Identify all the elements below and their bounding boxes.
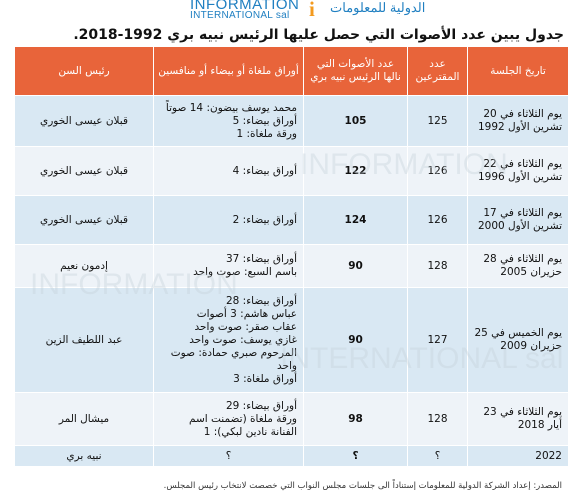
logo-arabic: الدولية للمعلومات	[330, 0, 426, 15]
cell-dean: قبلان عيسى الخوري	[14, 195, 154, 245]
cell-blank: أوراق بيضاء: 4	[153, 146, 304, 196]
cell-date: يوم الثلاثاء في 17 تشرين الأول 2000	[467, 195, 569, 245]
blank-line: أوراق بيضاء: 29	[225, 399, 297, 412]
cell-dean: قبلان عيسى الخوري	[14, 146, 154, 196]
cell-date: 2022	[467, 445, 569, 467]
cell-votes: 98	[303, 392, 408, 446]
blank-line: عقاب صقر: صوت واحد	[194, 320, 297, 333]
header-blank: أوراق ملغاة أو بيضاء أو منافسين	[153, 46, 304, 96]
cell-votes: 122	[303, 146, 408, 196]
cell-blank: أوراق بيضاء: 37 باسم السبع: صوت واحد	[153, 244, 304, 288]
cell-deputies: 126	[407, 146, 468, 196]
blank-line: أوراق ملغاة: 3	[233, 372, 297, 385]
table-title: جدول يبين عدد الأصوات التي حصل عليها الر…	[73, 27, 564, 43]
header-date: تاريخ الجلسة	[467, 46, 569, 96]
blank-line: أوراق بيضاء: 4	[232, 164, 297, 177]
cell-deputies: 127	[407, 287, 468, 393]
cell-votes: 90	[303, 287, 408, 393]
blank-line: المرحوم صبري حمادة: صوت واحد	[170, 346, 297, 372]
cell-blank: أوراق بيضاء: 28 عباس هاشم: 3 أصوات عقاب …	[153, 287, 304, 393]
table-row: يوم الخميس في 25 حزيران 2009 127 90 أورا…	[14, 287, 569, 393]
cell-dean: ميشال المر	[14, 392, 154, 446]
cell-blank: محمد يوسف بيضون: 14 صوتاً أوراق بيضاء: 5…	[153, 95, 304, 147]
table-row: يوم الثلاثاء في 28 حزيران 2005 128 90 أو…	[14, 244, 569, 288]
blank-line: أوراق بيضاء: 5	[232, 114, 297, 127]
table-row: يوم الثلاثاء في 20 تشرين الأول 1992 125 …	[14, 95, 569, 147]
cell-dean: نبيه بري	[14, 445, 154, 467]
logo-english-line1: INFORMATION	[190, 0, 300, 13]
votes-table: تاريخ الجلسة عدد المقترعين عدد الأصوات ا…	[14, 46, 569, 467]
cell-blank: أوراق بيضاء: 2	[153, 195, 304, 245]
blank-line: ورقة ملغاة (تضمنت اسم الفنانة نادين لبكي…	[188, 412, 297, 438]
source-note: المصدر: إعداد الشركة الدولية للمعلومات إ…	[163, 481, 562, 491]
cell-date: يوم الثلاثاء في 28 حزيران 2005	[467, 244, 569, 288]
cell-date: يوم الثلاثاء في 20 تشرين الأول 1992	[467, 95, 569, 147]
header-dean: رئيس السن	[14, 46, 154, 96]
cell-deputies: 125	[407, 95, 468, 147]
blank-line: أوراق بيضاء: 2	[232, 213, 297, 226]
cell-deputies: 128	[407, 392, 468, 446]
cell-dean: إدمون نعيم	[14, 244, 154, 288]
table-row: يوم الثلاثاء في 23 أيار 2018 128 98 أورا…	[14, 392, 569, 446]
blank-line: باسم السبع: صوت واحد	[193, 266, 297, 278]
blank-line: ؟	[225, 449, 232, 462]
cell-blank: ؟	[153, 445, 304, 467]
cell-deputies: 128	[407, 244, 468, 288]
table-header-row: تاريخ الجلسة عدد المقترعين عدد الأصوات ا…	[14, 46, 569, 96]
blank-line: أوراق بيضاء: 37	[225, 253, 297, 265]
logo: INFORMATION INTERNATIONAL sal i الدولية …	[190, 0, 450, 21]
blank-line: عباس هاشم: 3 أصوات	[196, 307, 297, 320]
cell-dean: قبلان عيسى الخوري	[14, 95, 154, 147]
header-deputies: عدد المقترعين	[407, 46, 468, 96]
blank-line: أوراق بيضاء: 28	[225, 294, 297, 307]
cell-date: يوم الخميس في 25 حزيران 2009	[467, 287, 569, 393]
table-row: يوم الثلاثاء في 17 تشرين الأول 2000 126 …	[14, 195, 569, 245]
cell-votes: 90	[303, 244, 408, 288]
cell-dean: عبد اللطيف الزين	[14, 287, 154, 393]
cell-deputies: 126	[407, 195, 468, 245]
cell-blank: أوراق بيضاء: 29 ورقة ملغاة (تضمنت اسم ال…	[153, 392, 304, 446]
table-row: 2022 ؟ ؟ ؟ نبيه بري	[14, 445, 569, 467]
blank-line: ورقة ملغاة: 1	[236, 127, 297, 140]
logo-i-mark-icon: i	[309, 0, 315, 21]
cell-votes: ؟	[303, 445, 408, 467]
header-votes: عدد الأصوات التي نالها الرئيس نبيه بري	[303, 46, 408, 96]
blank-line: غازي يوسف: صوت واحد	[189, 333, 297, 346]
cell-votes: 105	[303, 95, 408, 147]
cell-deputies: ؟	[407, 445, 468, 467]
cell-votes: 124	[303, 195, 408, 245]
table-row: يوم الثلاثاء في 22 تشرين الأول 1996 126 …	[14, 146, 569, 196]
blank-line: محمد يوسف بيضون: 14 صوتاً	[165, 101, 297, 114]
cell-date: يوم الثلاثاء في 23 أيار 2018	[467, 392, 569, 446]
logo-english-line2: INTERNATIONAL sal	[190, 10, 290, 21]
cell-date: يوم الثلاثاء في 22 تشرين الأول 1996	[467, 146, 569, 196]
